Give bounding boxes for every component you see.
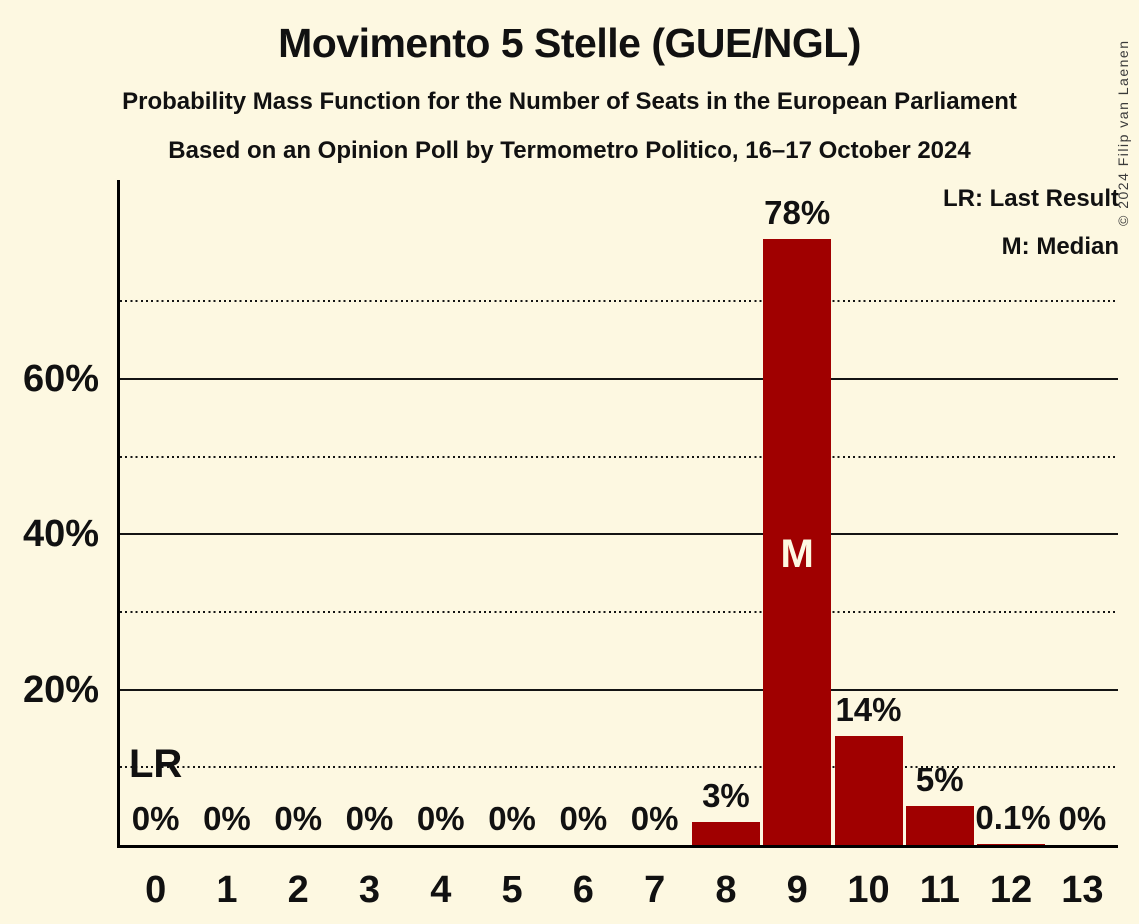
last-result-marker: LR [128, 742, 183, 786]
x-tick-label-10: 10 [847, 869, 890, 911]
x-tick-label-6: 6 [572, 869, 594, 911]
bar-seat-12 [977, 844, 1046, 845]
plot-area: 0% 0% 0% 0% 0% 0% 0% 0% 3% 78% 14% 5% 0.1% 0% LR M [117, 180, 1118, 848]
bar-value-label-8: 3% [702, 776, 750, 814]
y-axis-labels: 20% 40% 60% [0, 180, 99, 845]
bar-value-label-11: 5% [915, 761, 964, 799]
bar-seat-10 [834, 736, 903, 845]
legend-median: M: Median [1001, 233, 1119, 260]
bar-seat-9 [763, 238, 832, 845]
x-tick-label-11: 11 [919, 869, 960, 911]
x-tick-label-0: 0 [145, 869, 167, 911]
bar-seat-11 [905, 806, 974, 845]
bar-value-label-3: 0% [345, 800, 394, 837]
legend-last-result: LR: Last Result [942, 185, 1119, 212]
x-tick-label-8: 8 [715, 869, 737, 911]
bar-value-label-7: 0% [630, 800, 679, 837]
median-marker: M [780, 532, 814, 576]
chart-poll-note: Based on an Opinion Poll by Termometro P… [168, 137, 971, 164]
bar-value-label-2: 0% [274, 800, 323, 837]
gridline-dotted-30 [120, 610, 1118, 613]
gridline-solid-20 [120, 688, 1118, 691]
x-tick-label-9: 9 [786, 869, 808, 911]
gridline-dotted-10 [120, 766, 1118, 769]
bar-value-label-9: 78% [764, 193, 831, 231]
gridline-dotted-50 [120, 455, 1118, 458]
x-tick-label-3: 3 [358, 869, 381, 911]
bar-value-label-12: 0.1% [975, 799, 1051, 837]
x-tick-label-2: 2 [287, 869, 309, 911]
x-axis-labels: 0 1 2 3 4 5 6 7 8 9 10 11 12 13 [120, 848, 1118, 918]
y-tick-label-40: 40% [22, 513, 99, 556]
bar-value-label-10: 14% [835, 691, 902, 729]
gridline-dotted-70 [120, 300, 1118, 303]
x-tick-label-4: 4 [430, 869, 452, 911]
gridline-solid-40 [120, 533, 1118, 536]
y-tick-label-60: 60% [22, 357, 99, 400]
x-tick-label-7: 7 [644, 869, 666, 911]
chart-subtitle: Probability Mass Function for the Number… [122, 88, 1017, 115]
chart-title: Movimento 5 Stelle (GUE/NGL) [278, 20, 861, 66]
bar-value-label-13: 0% [1058, 800, 1107, 837]
x-tick-label-12: 12 [989, 869, 1033, 911]
bar-seat-8 [691, 821, 760, 845]
x-tick-label-13: 13 [1061, 869, 1104, 911]
bar-value-label-5: 0% [488, 800, 536, 837]
bar-value-label-4: 0% [416, 800, 465, 837]
y-tick-label-20: 20% [22, 668, 99, 711]
gridline-solid-60 [120, 377, 1118, 380]
bar-value-label-6: 0% [559, 800, 608, 837]
bar-value-label-1: 0% [203, 800, 251, 837]
bar-value-label-0: 0% [131, 800, 180, 837]
x-tick-label-1: 1 [216, 869, 238, 911]
x-tick-label-5: 5 [501, 869, 523, 911]
